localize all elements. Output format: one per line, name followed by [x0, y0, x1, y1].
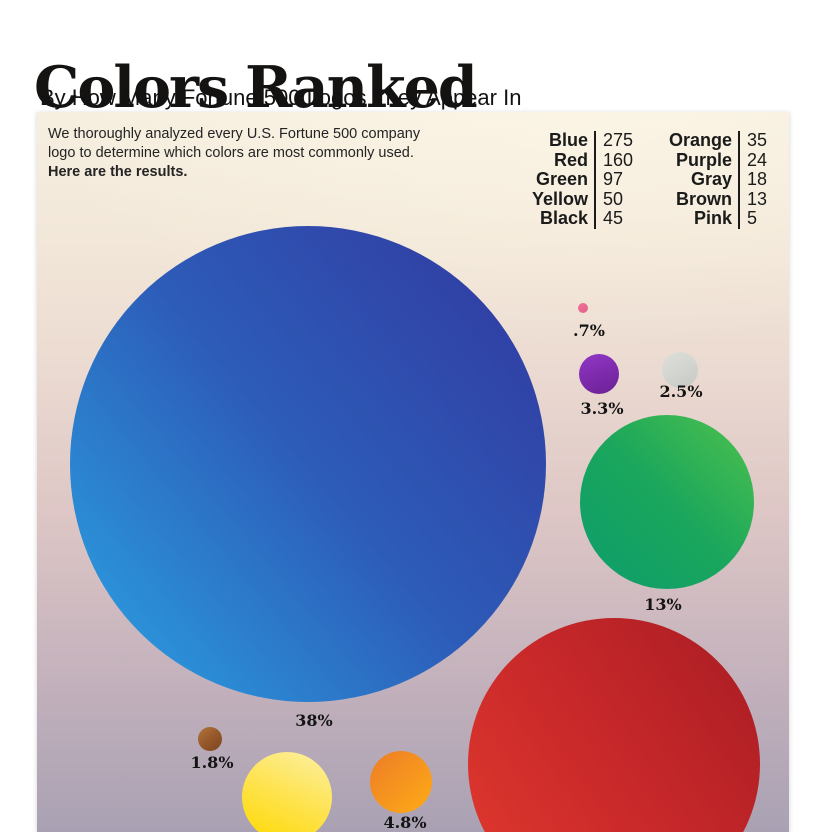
legend-value: 18 [738, 169, 787, 190]
bubble-purple-percent: 3.3% [580, 399, 624, 418]
legend-value: 5 [738, 208, 787, 229]
bubble-blue-percent: 38% [295, 711, 333, 730]
legend-value: 45 [594, 208, 643, 229]
legend-label: Purple [675, 149, 732, 170]
infographic-canvas: We thoroughly analyzed every U.S. Fortun… [37, 112, 789, 832]
bubble-yellow [242, 752, 332, 832]
bubble-green [580, 415, 754, 589]
legend-label: Orange [668, 130, 732, 150]
bubble-pink-percent: .7% [573, 321, 605, 340]
legend-label: Green [535, 169, 588, 189]
legend-value: 97 [594, 169, 643, 190]
legend-value: 35 [738, 130, 787, 151]
intro-line-1: We thoroughly analyzed every U.S. Fortun… [48, 126, 421, 142]
legend-row-yellow: Yellow 50 [501, 188, 643, 209]
legend-column-2: Orange 35 Purple 24 Gray 18 Brown 13 Pink 5 [640, 130, 787, 229]
legend-row-gray: Gray 18 [640, 169, 787, 190]
legend-column-1: Blue 275 Red 160 Green 97 Yellow 50 Black 45 [501, 130, 643, 229]
bubble-pink [578, 303, 588, 313]
intro-line-2: logo to determine which colors are most … [48, 144, 414, 161]
legend-label: Blue [548, 130, 588, 150]
legend-label: Gray [690, 169, 732, 189]
bubble-blue [70, 226, 546, 702]
bubble-orange [370, 751, 432, 813]
bubble-brown [198, 727, 222, 751]
legend-label: Yellow [531, 188, 588, 209]
legend-row-purple: Purple 24 [640, 149, 787, 170]
legend-value: 13 [738, 189, 787, 209]
bubble-brown-percent: 1.8% [190, 753, 234, 772]
legend-row-green: Green 97 [501, 169, 643, 190]
bubble-orange-percent: 4.8% [383, 813, 427, 832]
bubble-gray-percent: 2.5% [659, 382, 703, 401]
page-subtitle: By How Many Fortune 500 Logos They Appea… [40, 85, 522, 110]
bubble-green-percent: 13% [644, 595, 682, 614]
bubble-purple [579, 354, 619, 394]
legend-row-red: Red 160 [501, 149, 643, 170]
page-title: Colors Ranked [34, 54, 478, 122]
legend-row-black: Black 45 [501, 208, 643, 229]
legend-row-orange: Orange 35 [640, 130, 787, 151]
legend-value: 50 [594, 189, 643, 209]
legend-value: 275 [594, 130, 643, 151]
legend-row-pink: Pink 5 [640, 208, 787, 229]
intro-text: We thoroughly analyzed every U.S. Fortun… [48, 125, 438, 182]
legend-label: Black [539, 208, 588, 228]
intro-line-3: Here are the results. [48, 163, 188, 180]
legend-value: 24 [738, 150, 787, 170]
legend-label: Red [553, 149, 588, 170]
legend-label: Pink [693, 208, 732, 228]
bubble-gray [662, 352, 698, 388]
legend-row-brown: Brown 13 [640, 188, 787, 209]
legend-row-blue: Blue 275 [501, 130, 643, 151]
legend-label: Brown [676, 188, 732, 209]
bubble-red [468, 618, 760, 832]
legend-value: 160 [594, 150, 643, 170]
